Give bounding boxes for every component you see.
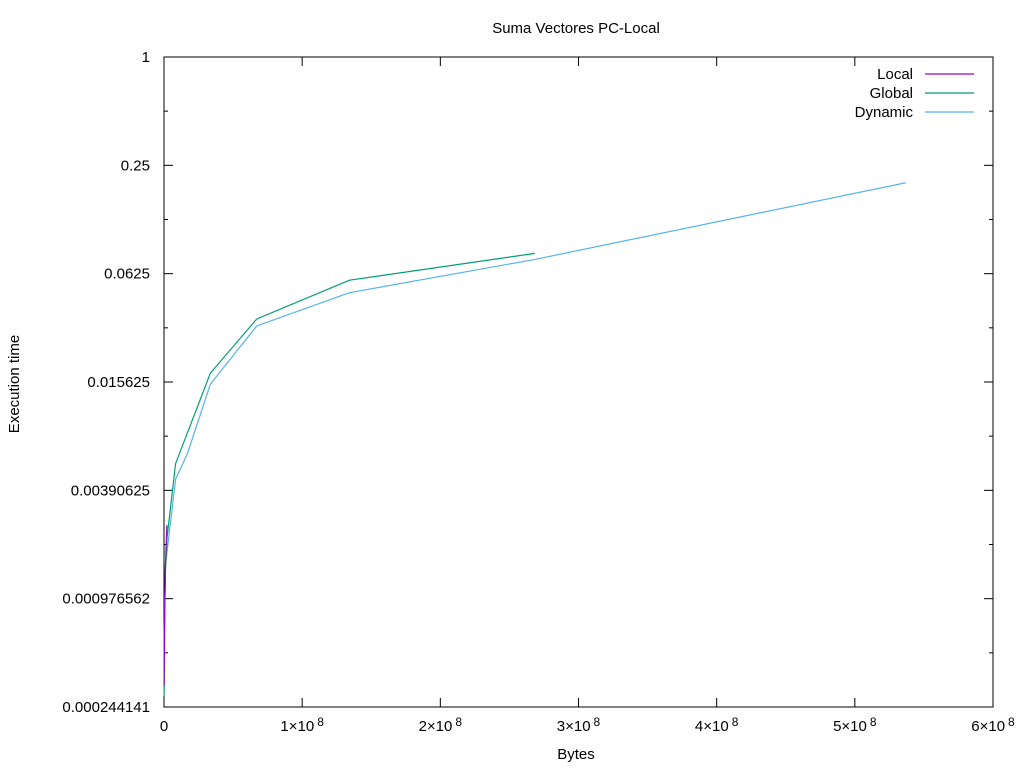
plot-frame: [163, 56, 994, 708]
y-tick-label: 0.015625: [87, 374, 150, 391]
y-tick-label: 1: [142, 49, 150, 66]
y-tick-label: 0.0625: [104, 266, 150, 283]
legend-label-dynamic: Dynamic: [855, 104, 914, 121]
x-tick-label: 0: [160, 718, 168, 735]
x-tick-label: 1×10 8: [280, 715, 324, 735]
x-tick-label: 6×10 8: [971, 715, 1015, 735]
y-axis-label: Execution time: [6, 335, 23, 433]
x-tick-label: 4×10 8: [695, 715, 739, 735]
x-tick-label: 2×10 8: [419, 715, 463, 735]
y-tick-label: 0.000976562: [62, 591, 150, 608]
y-tick-label: 0.25: [121, 157, 150, 174]
chart-title: Suma Vectores PC-Local: [492, 20, 660, 37]
y-tick-label: 0.000244141: [62, 699, 150, 716]
legend: Local Global Dynamic: [855, 66, 974, 121]
x-axis-ticks: 0 1×10 8 2×10 8 3×10 8 4×10 8 5×10 8 6×10 8: [160, 57, 1015, 735]
series-line-dynamic: [163, 182, 906, 691]
series-line-global: [163, 252, 535, 697]
series-lines: [163, 182, 906, 697]
legend-label-local: Local: [877, 66, 913, 83]
x-tick-label: 5×10 8: [833, 715, 877, 735]
legend-label-global: Global: [870, 85, 913, 102]
y-axis-ticks: 1 0.25 0.0625 0.015625 0.00390625 0.000976562…: [62, 49, 993, 716]
series-line-local: [163, 525, 168, 686]
x-axis-label: Bytes: [557, 746, 595, 763]
x-tick-label: 3×10 8: [557, 715, 601, 735]
y-tick-label: 0.00390625: [71, 482, 150, 499]
